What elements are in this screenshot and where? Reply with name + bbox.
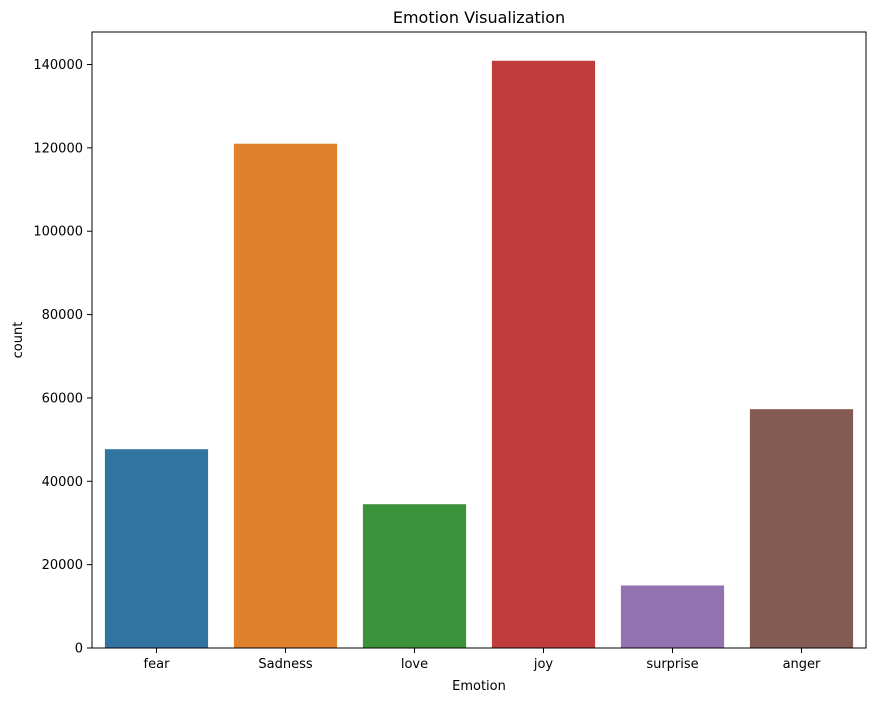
y-tick-label: 40000 xyxy=(42,475,83,490)
bar-love xyxy=(362,504,467,648)
bar-joy xyxy=(491,60,596,648)
y-tick-label: 120000 xyxy=(33,141,83,156)
x-tick-label: Sadness xyxy=(258,657,312,672)
y-tick-label: 60000 xyxy=(42,391,83,406)
x-tick-label: anger xyxy=(783,657,821,672)
bar-anger xyxy=(749,409,854,648)
y-axis-label: count xyxy=(11,322,26,359)
bar-surprise xyxy=(620,585,725,648)
x-tick-label: love xyxy=(401,657,428,672)
y-tick-label: 80000 xyxy=(42,308,83,323)
y-tick-label: 0 xyxy=(75,642,83,657)
x-tick-label: joy xyxy=(533,657,554,672)
x-axis: fear Sadness love joy surprise anger xyxy=(144,648,821,672)
y-tick-label: 100000 xyxy=(33,225,83,240)
x-axis-label: Emotion xyxy=(452,679,506,694)
plot-frame xyxy=(91,31,867,649)
y-axis: 0 20000 40000 60000 80000 100000 120000 140000 xyxy=(33,58,92,657)
chart-title: Emotion Visualization xyxy=(393,8,565,27)
bars-group xyxy=(104,60,854,648)
bar-fear xyxy=(104,449,209,648)
bar-sadness xyxy=(233,143,338,648)
y-tick-label: 20000 xyxy=(42,558,83,573)
x-tick-label: fear xyxy=(144,657,171,672)
y-tick-label: 140000 xyxy=(33,58,83,73)
x-tick-label: surprise xyxy=(646,657,698,672)
